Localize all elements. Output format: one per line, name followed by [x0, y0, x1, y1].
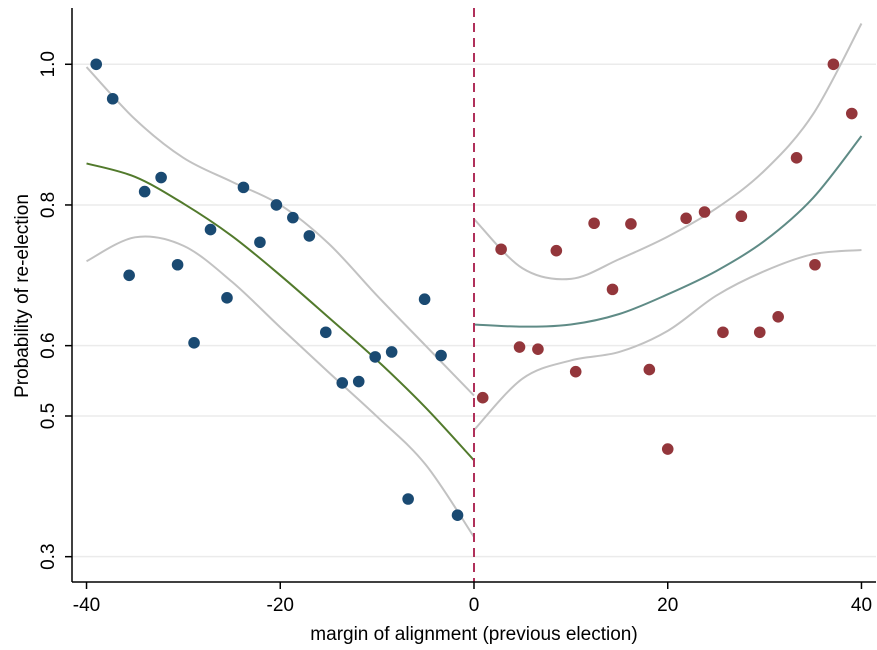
x-tick-label: -20 [267, 595, 294, 616]
data-point-left [287, 211, 299, 224]
data-point-right [717, 326, 729, 339]
data-point-left [204, 223, 217, 236]
ci-lower-left [86, 235, 475, 538]
data-point-right [495, 243, 507, 256]
scatter-points [90, 58, 858, 521]
data-point-right [513, 341, 526, 353]
y-tick-label: 0.8 [38, 192, 59, 218]
data-point-right [827, 58, 840, 71]
data-point-right [569, 365, 582, 378]
data-point-right [680, 212, 692, 225]
data-point-left [221, 292, 233, 304]
data-point-left [352, 375, 365, 388]
data-point-right [845, 107, 858, 120]
data-point-left [90, 58, 103, 71]
data-point-left [106, 92, 119, 105]
data-point-right [532, 343, 544, 355]
y-tick-label: 0.3 [38, 543, 59, 569]
data-point-left [385, 346, 398, 358]
fit-line-left [86, 162, 475, 461]
fit-line-right [473, 135, 863, 328]
y-tick-label: 1.0 [38, 51, 59, 77]
y-tick-label: 0.5 [38, 403, 59, 429]
ci-upper-right [473, 23, 863, 281]
fitted-curves [86, 135, 863, 461]
data-point-right [550, 244, 563, 257]
x-tick-label: -40 [73, 595, 100, 616]
data-point-left [123, 269, 135, 282]
data-point-left [303, 230, 316, 242]
data-point-left [188, 337, 200, 349]
data-point-right [588, 217, 600, 230]
x-tick-label: 0 [469, 595, 480, 616]
data-point-left [138, 185, 151, 198]
data-point-left [155, 171, 167, 184]
data-point-right [753, 326, 766, 339]
data-point-left [451, 509, 464, 521]
data-point-left [418, 293, 431, 306]
data-point-right [772, 311, 784, 323]
data-point-left [336, 377, 349, 389]
x-tick-label: 20 [657, 595, 678, 616]
data-point-left [435, 349, 447, 362]
data-point-right [698, 206, 711, 218]
data-point-right [476, 391, 489, 404]
data-point-right [735, 210, 748, 223]
data-point-right [625, 218, 637, 230]
x-axis-title: margin of alignment (previous election) [310, 624, 637, 645]
ci-lower-right [473, 248, 862, 431]
data-point-left [171, 258, 184, 271]
y-axis-title: Probability of re-election [12, 194, 33, 398]
data-point-right [606, 283, 619, 296]
axes: -40 -20 0 20 40 0.3 0.5 0.6 0.8 1.0 [38, 8, 876, 616]
data-point-left [270, 199, 283, 211]
data-point-left [254, 236, 266, 249]
data-point-left [402, 493, 414, 505]
data-point-left [369, 351, 381, 363]
data-point-left [319, 326, 332, 339]
data-point-left [237, 181, 250, 194]
data-point-right [661, 443, 674, 455]
x-tick-label: 40 [851, 595, 872, 616]
data-point-right [790, 152, 803, 164]
y-tick-label: 0.6 [38, 332, 59, 358]
data-point-right [643, 363, 656, 376]
data-point-right [809, 258, 821, 271]
